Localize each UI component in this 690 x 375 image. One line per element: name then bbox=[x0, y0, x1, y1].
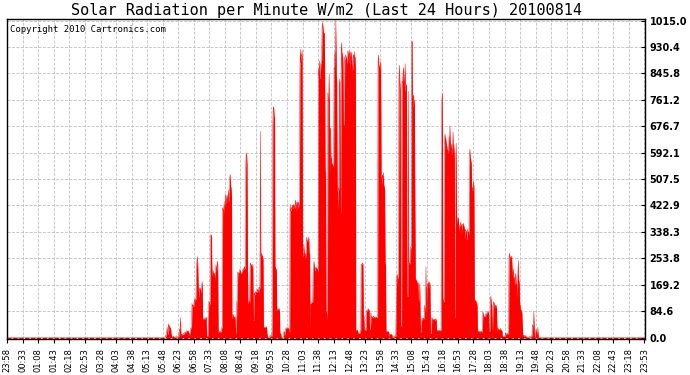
Text: Copyright 2010 Cartronics.com: Copyright 2010 Cartronics.com bbox=[10, 26, 166, 34]
Title: Solar Radiation per Minute W/m2 (Last 24 Hours) 20100814: Solar Radiation per Minute W/m2 (Last 24… bbox=[70, 3, 582, 18]
